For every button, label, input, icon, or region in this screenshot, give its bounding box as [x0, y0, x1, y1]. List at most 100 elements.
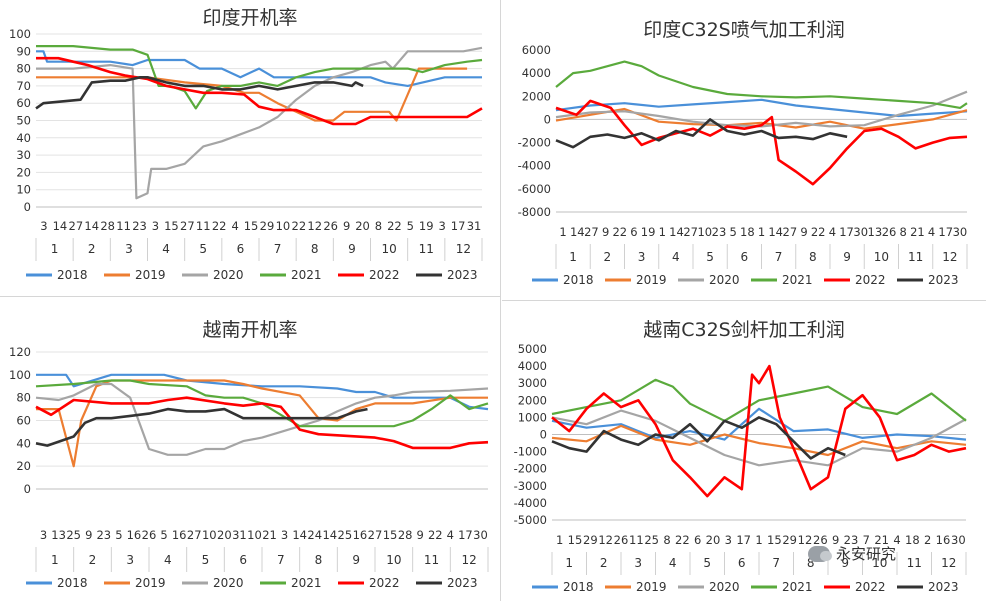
- x-day-label: 16: [172, 528, 187, 542]
- x-day-label: 9: [85, 528, 92, 542]
- x-month-label: 5: [202, 553, 210, 567]
- right-horizontal-divider: [502, 300, 986, 301]
- x-day-label: 28: [100, 219, 115, 233]
- x-day-label: 8: [900, 225, 907, 239]
- x-month-label: 2: [88, 242, 96, 256]
- vietnam-c32s-profit-chart: 越南C32S剑杆加工利润 -5000 -4000 -3000 -2000 -1000 0 10…: [502, 302, 986, 601]
- chart-title: 越南开机率: [202, 319, 297, 341]
- x-day-label: 16: [127, 528, 142, 542]
- x-day-label: 12: [798, 533, 813, 547]
- wechat-icon: [808, 545, 832, 562]
- vertical-divider: [500, 0, 501, 601]
- x-day-label: 17: [736, 533, 751, 547]
- x-day-label: 22: [428, 528, 443, 542]
- legend-label: 2018: [563, 580, 594, 594]
- x-month-label: 11: [907, 556, 922, 570]
- x-month-label: 11: [908, 250, 923, 264]
- x-month-label: 11: [419, 242, 434, 256]
- x-month-label: 3: [126, 553, 134, 567]
- x-month-label: 6: [237, 242, 245, 256]
- x-day-label: 27: [783, 225, 798, 239]
- x-month-label: 4: [669, 556, 677, 570]
- series-line-2020: [35, 382, 489, 456]
- x-day-label: 14: [292, 528, 307, 542]
- x-day-label: 25: [338, 528, 353, 542]
- x-day-label: 5: [160, 528, 167, 542]
- x-day-label: 22: [675, 533, 690, 547]
- y-tick-label: -6000: [518, 182, 551, 196]
- legend-label: 2019: [636, 273, 667, 287]
- x-day-label: 20: [355, 219, 370, 233]
- chart-svg: 印度C32S喷气加工利润 -8000 -6000 -4000 -2000 0 2000 400…: [518, 19, 968, 287]
- series-line-2018: [36, 50, 482, 88]
- legend-label: 2023: [928, 273, 959, 287]
- y-tick-label: 100: [9, 368, 31, 382]
- x-day-label: 27: [69, 219, 84, 233]
- x-month-label: 10: [872, 556, 887, 570]
- x-day-label: 12: [598, 533, 613, 547]
- x-month-label: 2: [604, 250, 612, 264]
- y-tick-label: 40: [16, 131, 31, 145]
- x-day-label: 3: [439, 219, 446, 233]
- x-day-label: 10: [247, 528, 262, 542]
- y-tick-label: 0: [24, 482, 31, 496]
- x-day-label: 15: [767, 533, 782, 547]
- x-day-label: 23: [132, 219, 147, 233]
- x-day-label: 20: [706, 533, 721, 547]
- x-day-label: 6: [694, 533, 701, 547]
- x-day-label: 17: [458, 528, 473, 542]
- x-day-label: 3: [152, 219, 159, 233]
- x-day-label: 1: [556, 533, 563, 547]
- x-month-label: 10: [386, 553, 401, 567]
- x-day-label: 17: [451, 219, 466, 233]
- legend-label: 2018: [57, 268, 88, 282]
- x-day-label: 17: [938, 225, 953, 239]
- x-day-label: 19: [641, 225, 656, 239]
- x-month-label: 11: [424, 553, 439, 567]
- x-day-label: 1: [559, 225, 566, 239]
- series-line-2018: [551, 407, 967, 441]
- x-month-label: 10: [381, 242, 396, 256]
- y-tick-label: 60: [16, 414, 31, 428]
- x-month-label: 5: [199, 242, 207, 256]
- x-day-label: 12: [307, 219, 322, 233]
- legend-label: 2022: [855, 273, 886, 287]
- x-day-label: 14: [768, 225, 783, 239]
- x-day-label: 15: [244, 219, 259, 233]
- series-line-2023: [35, 407, 368, 447]
- x-day-label: 13: [51, 528, 66, 542]
- y-tick-label: 4000: [522, 66, 551, 80]
- x-day-label: 1: [659, 225, 666, 239]
- x-month-label: 9: [352, 553, 360, 567]
- series-line-2023: [555, 118, 848, 149]
- x-day-label: 5: [729, 225, 736, 239]
- y-tick-label: 100: [9, 27, 31, 41]
- legend-label: 2020: [213, 576, 244, 590]
- series-line-2021: [36, 44, 483, 110]
- x-day-label: 4: [893, 533, 900, 547]
- x-month-label: 1: [51, 553, 59, 567]
- x-month-label: 9: [841, 556, 849, 570]
- x-day-label: 21: [874, 533, 889, 547]
- x-month-label: 8: [809, 250, 817, 264]
- y-tick-label: 2000: [522, 89, 551, 103]
- y-tick-label: 2000: [518, 393, 547, 407]
- legend-label: 2022: [369, 576, 400, 590]
- x-day-label: 26: [614, 533, 629, 547]
- legend-label: 2020: [709, 580, 740, 594]
- x-day-label: 15: [164, 219, 179, 233]
- series-line-2019: [36, 379, 488, 468]
- x-day-label: 30: [853, 225, 868, 239]
- x-day-label: 29: [260, 219, 275, 233]
- y-tick-label: 80: [16, 391, 31, 405]
- x-day-label: 9: [417, 528, 424, 542]
- x-month-label: 9: [843, 250, 851, 264]
- chart-title: 印度C32S喷气加工利润: [643, 19, 845, 41]
- x-month-label: 3: [638, 250, 646, 264]
- india-c32s-profit-chart: 印度C32S喷气加工利润 -8000 -6000 -4000 -2000 0 2000 400…: [502, 0, 986, 300]
- x-day-label: 1: [758, 225, 765, 239]
- x-day-label: 9: [832, 533, 839, 547]
- vietnam-operating-rate-chart: 越南开机率 0 20 40 60 80 100 120 3 13 25 9 23 5 16 26 5 16 27 10…: [0, 298, 500, 601]
- x-month-label: 4: [672, 250, 680, 264]
